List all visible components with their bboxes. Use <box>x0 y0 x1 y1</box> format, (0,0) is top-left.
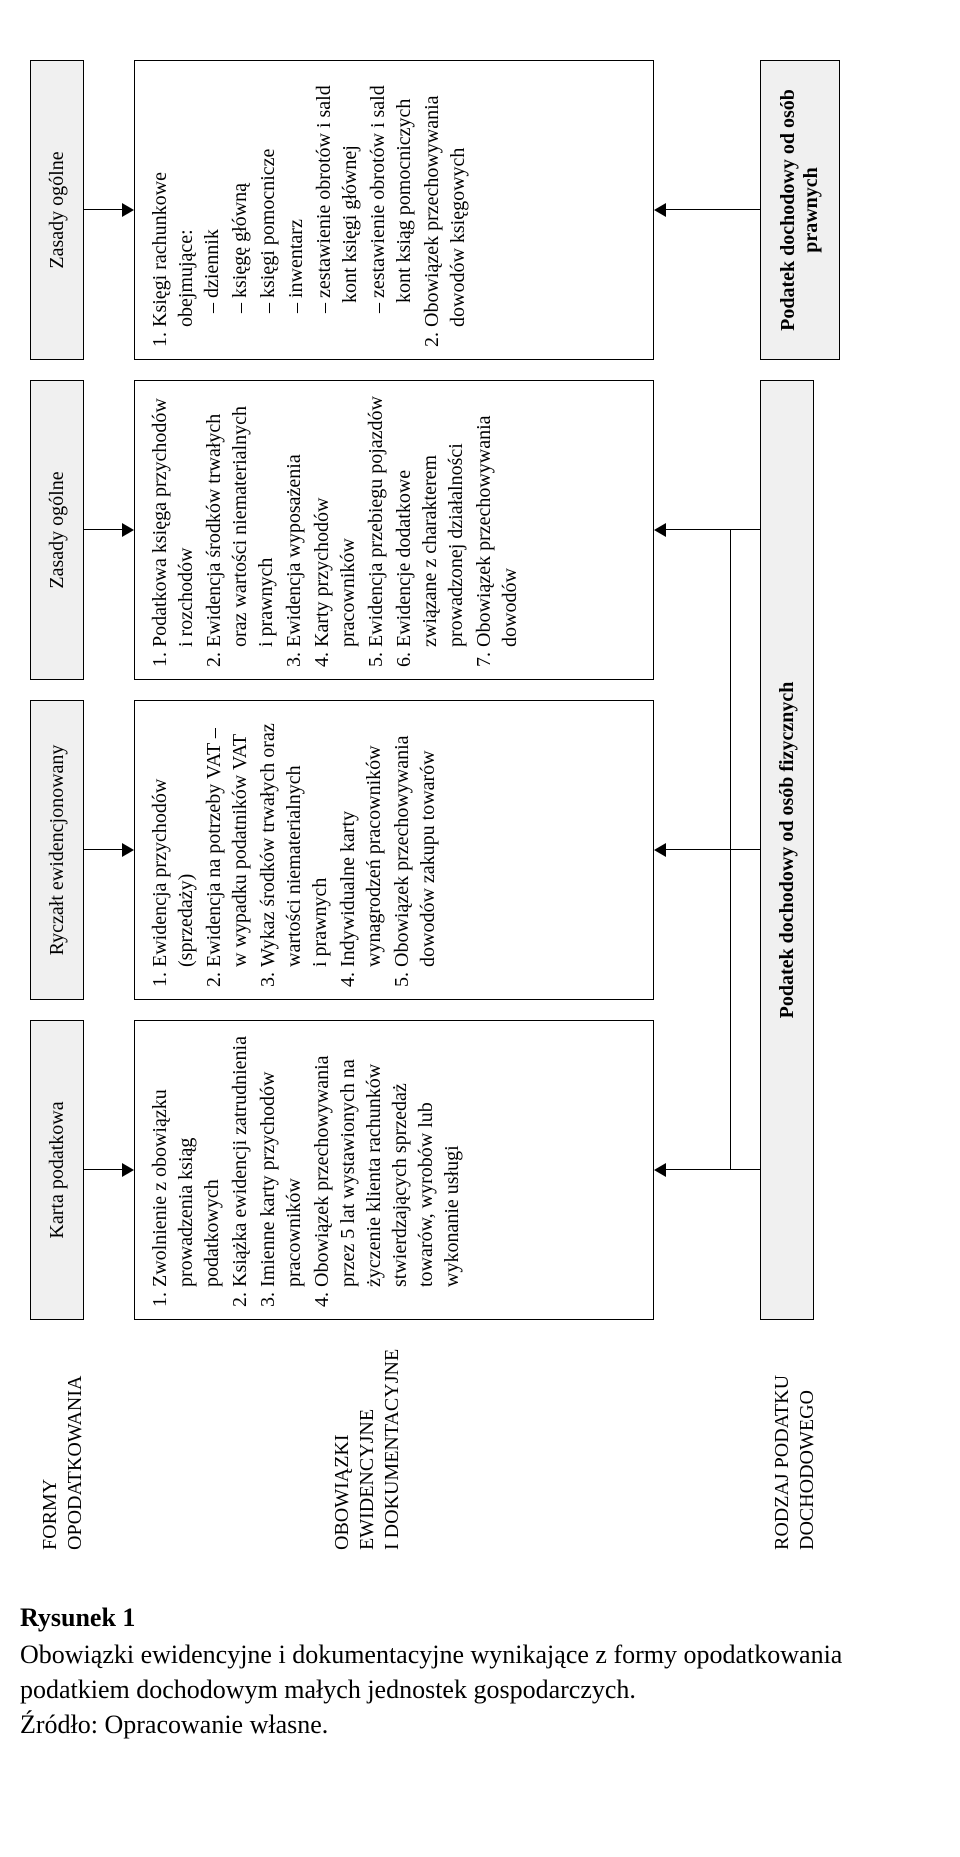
connector <box>704 849 730 850</box>
content-zasady2: Księgi rachunkowe obejmujące: dziennik k… <box>134 60 654 360</box>
connector <box>666 849 704 850</box>
header-zasady1: Zasady ogólne <box>30 380 84 680</box>
arrow-down-icon <box>122 523 134 537</box>
sublist-item: zestawienie obrotów i sald kont księgi g… <box>311 71 363 313</box>
tax-fizyczne: Podatek dochodowy od osób fizycznych <box>760 380 814 1320</box>
connector <box>730 1169 760 1170</box>
connector <box>666 529 704 530</box>
list-item: Obowiązek przechowywania dowodów księgow… <box>419 71 471 327</box>
list-item: Wykaz środków trwałych oraz wartości nie… <box>255 711 333 967</box>
list-item: Obowiązek przechowywania dowodów <box>471 391 523 647</box>
content-ryczalt: Ewidencja przychodów (sprzedaży) Ewidenc… <box>134 700 654 1000</box>
content-zasady1: Podatkowa księga przychodów i rozchodów … <box>134 380 654 680</box>
tax-prawne: Podatek dochodowy od osób prawnych <box>760 60 840 360</box>
list-item: Indywidualne karty wynagrodzeń pracownik… <box>335 711 387 967</box>
list-item: Ewidencja przychodów (sprzedaży) <box>147 711 199 967</box>
diagram-slot: FORMY OPODATKOWANIA OBOWIĄZKI EWIDENCYJN… <box>30 30 930 1570</box>
figure-caption: Rysunek 1 Obowiązki ewidencyjne i dokume… <box>20 1600 940 1742</box>
connector <box>704 529 730 530</box>
list-item: Zwolnienie z obowiązku prowadzenia ksiąg… <box>147 1031 225 1287</box>
figure-caption-text: Obowiązki ewidencyjne i dokumentacyjne w… <box>20 1640 842 1704</box>
connector <box>84 209 122 210</box>
connector <box>666 209 760 210</box>
arrow-up-icon <box>654 203 666 217</box>
list-item: Książka ewidencji zatrudnienia <box>227 1031 253 1287</box>
connector <box>84 849 122 850</box>
connector <box>730 529 760 530</box>
arrow-up-icon <box>654 1163 666 1177</box>
list-item: Karty przychodów pracowników <box>309 391 361 647</box>
sublist-item: księgę główną <box>227 71 253 313</box>
list-item: Ewidencja środków trwałych oraz wartości… <box>201 391 279 647</box>
list-item-intro: Księgi rachunkowe obejmujące: <box>149 172 197 327</box>
arrow-up-icon <box>654 523 666 537</box>
row-label-taxtype: RODZAJ PODATKU DOCHODOWEGO <box>770 1340 820 1550</box>
header-zasady2: Zasady ogólne <box>30 60 84 360</box>
list-item: Księgi rachunkowe obejmujące: dziennik k… <box>147 71 417 327</box>
connector <box>84 529 122 530</box>
connector <box>730 849 760 850</box>
connector <box>704 1169 730 1170</box>
sublist-item: księgi pomocnicze <box>255 71 281 313</box>
figure-source: Źródło: Opracowanie własne. <box>20 1710 328 1739</box>
page: FORMY OPODATKOWANIA OBOWIĄZKI EWIDENCYJN… <box>0 0 960 1782</box>
arrow-down-icon <box>122 843 134 857</box>
connector <box>84 1169 122 1170</box>
list-item: Ewidencja na potrzeby VAT – w wypadku po… <box>201 711 253 967</box>
header-ryczalt: Ryczałt ewidencjonowany <box>30 700 84 1000</box>
row-label-obligations: OBOWIĄZKI EWIDENCYJNE I DOKUMENTACYJNE <box>330 1340 405 1550</box>
sublist-item: dziennik <box>199 71 225 313</box>
list-item: Obowiązek przechowywania dowodów zakupu … <box>389 711 441 967</box>
figure-label: Rysunek 1 <box>20 1600 940 1635</box>
row-label-forms: FORMY OPODATKOWANIA <box>38 1340 88 1550</box>
list-item: Ewidencje dodatkowe związane z charakter… <box>391 391 469 647</box>
header-karta: Karta podatkowa <box>30 1020 84 1320</box>
connector <box>730 530 731 1170</box>
list-item: Imienne karty przychodów pracowników <box>255 1031 307 1287</box>
list-item: Obowiązek przechowywania przez 5 lat wys… <box>309 1031 465 1287</box>
list-item: Ewidencja przebiegu pojazdów <box>363 391 389 647</box>
sublist-item: inwentarz <box>283 71 309 313</box>
list-item: Podatkowa księga przychodów i rozchodów <box>147 391 199 647</box>
content-karta: Zwolnienie z obowiązku prowadzenia ksiąg… <box>134 1020 654 1320</box>
arrow-down-icon <box>122 1163 134 1177</box>
arrow-up-icon <box>654 843 666 857</box>
list-item: Ewidencja wyposażenia <box>281 391 307 647</box>
connector <box>666 1169 704 1170</box>
sublist-item: zestawienie obrotów i sald kont ksiąg po… <box>365 71 417 313</box>
arrow-down-icon <box>122 203 134 217</box>
diagram: FORMY OPODATKOWANIA OBOWIĄZKI EWIDENCYJN… <box>30 30 910 1550</box>
